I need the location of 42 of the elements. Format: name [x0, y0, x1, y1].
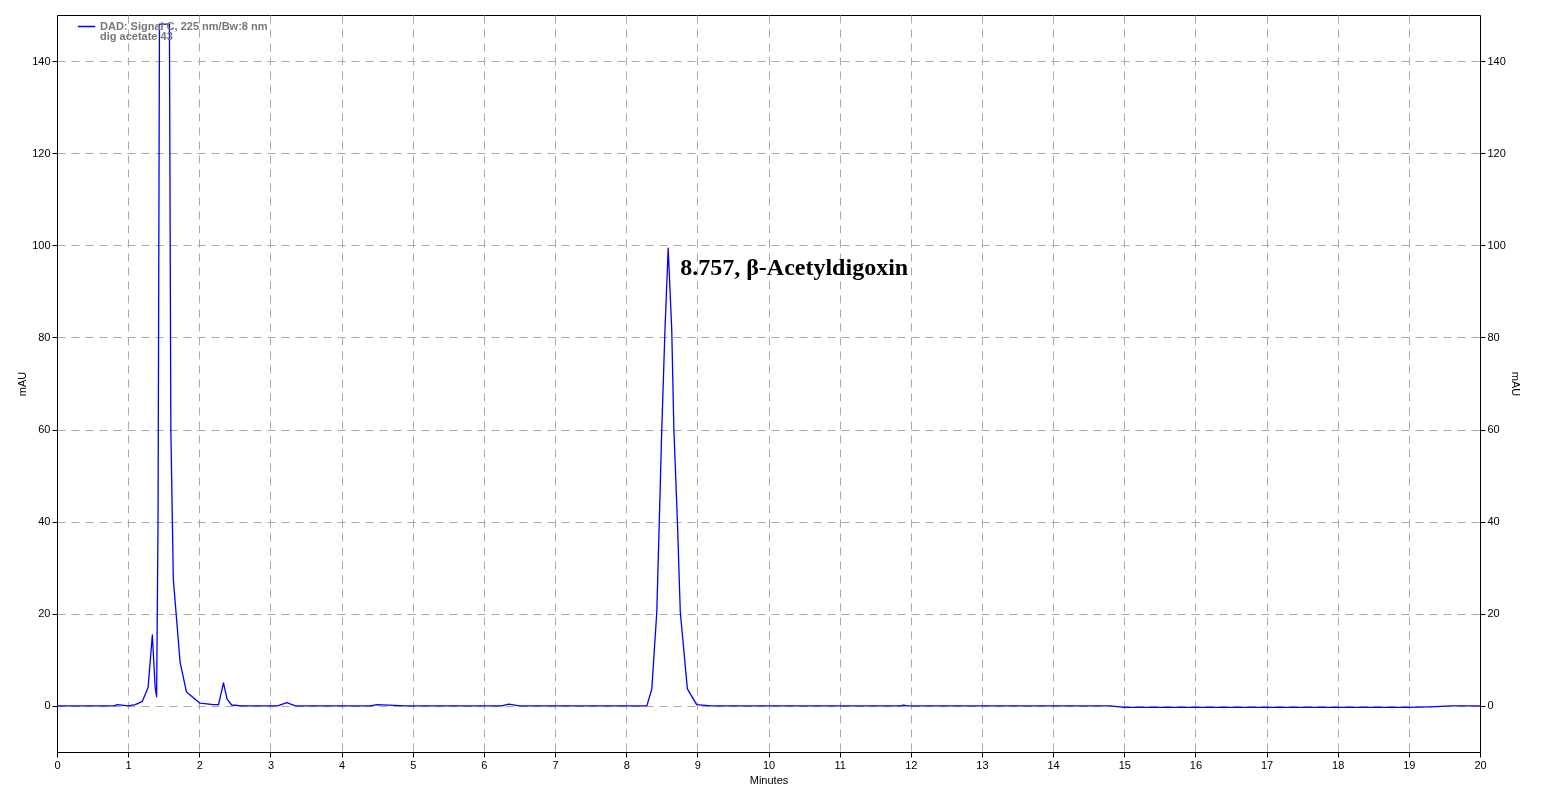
x-tick-label: 1: [125, 758, 132, 771]
x-tick-label: 11: [834, 758, 846, 771]
line-series: [57, 23, 1480, 708]
x-tick-label: 20: [1474, 758, 1487, 771]
x-tick-label: 8: [623, 758, 630, 771]
y2-tick-label: 140: [1487, 54, 1506, 67]
y-tick-label: 20: [38, 607, 51, 620]
x-tick-label: 5: [410, 758, 417, 771]
x-tick-label: 10: [762, 758, 776, 771]
x-tick-label: 2: [196, 758, 203, 771]
x-tick-label: 6: [481, 758, 488, 771]
y-tick-label: 40: [38, 515, 51, 528]
y2-tick-label: 60: [1487, 423, 1500, 436]
y-tick-label: 80: [38, 330, 51, 343]
x-tick-label: 14: [1047, 758, 1060, 771]
x-tick-label: 16: [1189, 758, 1203, 771]
x-tick-label: 13: [976, 758, 989, 771]
y-tick-label: 60: [38, 423, 51, 436]
x-tick-label: 12: [905, 758, 918, 771]
y2-tick-label: 20: [1487, 607, 1500, 620]
y2-tick-label: 120: [1487, 146, 1506, 159]
annotation: 8.757, β-Acetyldigoxin: [680, 254, 909, 281]
x-tick-label: 0: [54, 758, 61, 771]
x-tick-label: 18: [1332, 758, 1345, 771]
x-tick-label: 7: [552, 758, 559, 771]
x-tick-label: 3: [267, 758, 275, 771]
y2-tick-label: 80: [1487, 330, 1500, 343]
y-tick-label: 140: [32, 54, 51, 67]
y-axis-title: mAU: [16, 371, 29, 397]
y-tick-label: 120: [32, 146, 51, 159]
x-tick-label: 17: [1260, 758, 1274, 771]
x-axis-title: Minutes: [749, 773, 789, 786]
y-tick-label: 0: [44, 699, 51, 712]
y2-tick-label: 0: [1487, 699, 1494, 712]
y2-axis-title: mAU: [1509, 371, 1522, 397]
x-tick-label: 9: [694, 758, 701, 771]
x-tick-label: 19: [1403, 758, 1416, 771]
y-tick-label: 100: [32, 238, 51, 251]
x-tick-label: 15: [1118, 758, 1131, 771]
x-tick-label: 4: [339, 758, 346, 771]
y2-tick-label: 100: [1487, 238, 1506, 251]
y2-tick-label: 40: [1487, 515, 1500, 528]
